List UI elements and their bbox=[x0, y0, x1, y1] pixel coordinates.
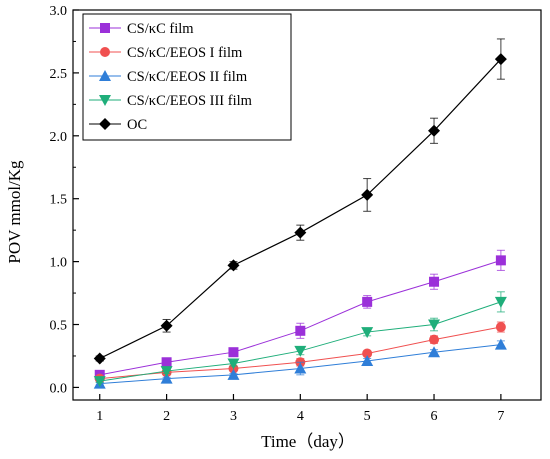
data-point bbox=[495, 322, 506, 333]
y-tick-label: 3.0 bbox=[50, 4, 68, 19]
x-tick-label: 1 bbox=[96, 409, 103, 424]
legend-entry: OC bbox=[89, 117, 147, 133]
plot-frame bbox=[72, 9, 542, 401]
x-tick-label: 3 bbox=[230, 409, 237, 424]
data-point bbox=[428, 346, 441, 358]
x-axis-title: Time（day） bbox=[261, 432, 355, 451]
axes: 1 2 3 4 5 6 7 0.0 0.5 1.0 1.5 2.0 2.5 3.0 bbox=[50, 4, 542, 424]
legend-marker bbox=[99, 70, 111, 81]
data-point bbox=[428, 319, 441, 331]
legend-marker bbox=[99, 95, 111, 106]
data-point bbox=[160, 319, 173, 332]
legend-entry: CS/κC/EEOS II film bbox=[89, 69, 248, 85]
data-point bbox=[160, 366, 173, 378]
legend-entry: CS/κC/EEOS I film bbox=[89, 45, 243, 61]
legend-marker bbox=[100, 23, 110, 33]
data-point bbox=[228, 347, 239, 358]
data-point bbox=[295, 325, 306, 336]
y-tick-label: 1.5 bbox=[50, 193, 68, 208]
data-point bbox=[361, 355, 374, 366]
data-point bbox=[160, 372, 173, 384]
x-tick-label: 5 bbox=[364, 409, 371, 424]
legend-label: CS/κC/EEOS I film bbox=[127, 45, 243, 61]
data-point bbox=[361, 188, 374, 201]
legend-label: OC bbox=[127, 117, 147, 133]
legend-marker bbox=[100, 47, 110, 57]
data-point bbox=[93, 352, 106, 365]
legend-label: CS/κC/EEOS II film bbox=[127, 69, 248, 85]
legend-entry: CS/κC film bbox=[89, 21, 194, 37]
legend-box bbox=[82, 13, 292, 141]
y-tick-label: 1.0 bbox=[50, 256, 68, 271]
data-point bbox=[429, 276, 440, 287]
data-point bbox=[227, 358, 240, 370]
y-tick-label: 0.5 bbox=[50, 319, 68, 334]
y-tick-label: 0.0 bbox=[50, 381, 68, 396]
plot-area bbox=[93, 38, 507, 389]
y-axis-title: POV mmol/Kg bbox=[5, 160, 24, 264]
legend-label: CS/κC film bbox=[127, 21, 194, 37]
y-tick-label: 2.0 bbox=[50, 130, 68, 145]
legend-marker bbox=[99, 118, 111, 130]
data-point bbox=[227, 368, 240, 380]
data-point bbox=[294, 362, 307, 374]
series-0 bbox=[94, 249, 506, 380]
data-point bbox=[429, 334, 440, 345]
data-point bbox=[494, 296, 507, 308]
data-point bbox=[294, 345, 307, 357]
data-point bbox=[294, 226, 307, 239]
data-point bbox=[361, 327, 374, 339]
data-point bbox=[227, 259, 240, 272]
y-tick-label: 2.5 bbox=[50, 67, 68, 82]
x-tick-label: 4 bbox=[297, 409, 304, 424]
data-point bbox=[161, 357, 172, 368]
legend-label: CS/κC/EEOS III film bbox=[127, 93, 253, 109]
data-point bbox=[495, 255, 506, 266]
x-tick-label: 7 bbox=[497, 409, 504, 424]
data-point bbox=[494, 338, 507, 350]
legend-entry: CS/κC/EEOS III film bbox=[89, 93, 253, 109]
series-4 bbox=[93, 38, 507, 365]
data-point bbox=[93, 376, 106, 388]
x-tick-label: 6 bbox=[431, 409, 438, 424]
data-point bbox=[362, 348, 373, 359]
series-3 bbox=[93, 291, 507, 388]
data-point bbox=[494, 53, 507, 66]
data-point bbox=[362, 296, 373, 307]
legend: CS/κC film CS/κC/EEOS I film CS/κC/EEOS II… bbox=[82, 13, 292, 141]
data-point bbox=[428, 124, 441, 137]
x-tick-label: 2 bbox=[163, 409, 170, 424]
